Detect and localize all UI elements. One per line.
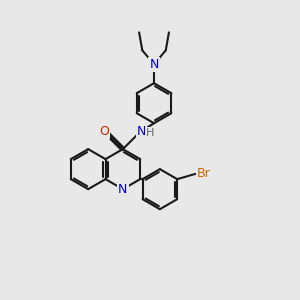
Text: N: N bbox=[137, 125, 146, 138]
Text: H: H bbox=[146, 128, 154, 138]
Text: O: O bbox=[99, 125, 109, 138]
Text: N: N bbox=[149, 58, 159, 71]
Text: Br: Br bbox=[197, 167, 211, 180]
Text: N: N bbox=[118, 183, 128, 196]
